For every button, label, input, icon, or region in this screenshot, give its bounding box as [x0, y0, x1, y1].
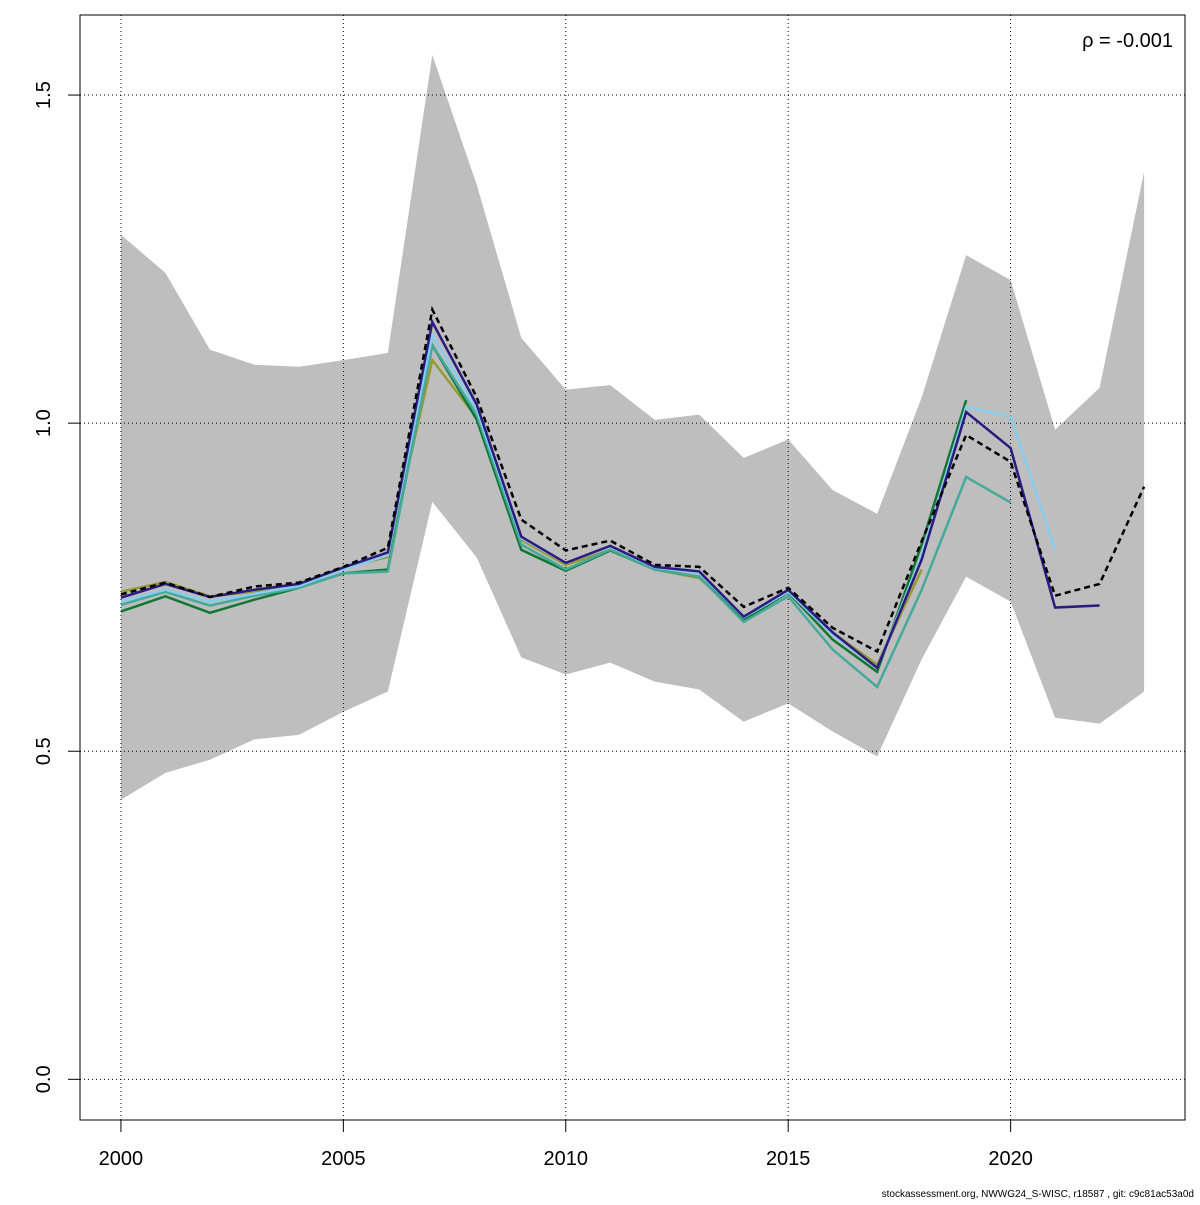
- y-tick-label: 0.0: [33, 1065, 55, 1093]
- x-tick-label: 2005: [321, 1148, 366, 1170]
- footer: stockassessment.org, NWWG24_S-WISC, r185…: [882, 1189, 1194, 1200]
- y-tick-label: 1.0: [33, 409, 55, 437]
- annotation: ρ = -0.001: [1082, 30, 1173, 52]
- series-line: [120, 305, 1146, 654]
- series-line: [120, 318, 1100, 670]
- series-line: [120, 341, 1012, 689]
- x-tick-label: 2015: [766, 1148, 811, 1170]
- y-tick-label: 0.5: [33, 737, 55, 765]
- series-line: [120, 341, 968, 674]
- x-tick-label: 2010: [544, 1148, 589, 1170]
- plot-frame: [79, 14, 1186, 1121]
- y-tick-label: 1.5: [33, 81, 55, 109]
- x-tick-label: 2020: [988, 1148, 1033, 1170]
- x-tick-label: 2000: [99, 1148, 144, 1170]
- confidence-band: [120, 55, 1145, 800]
